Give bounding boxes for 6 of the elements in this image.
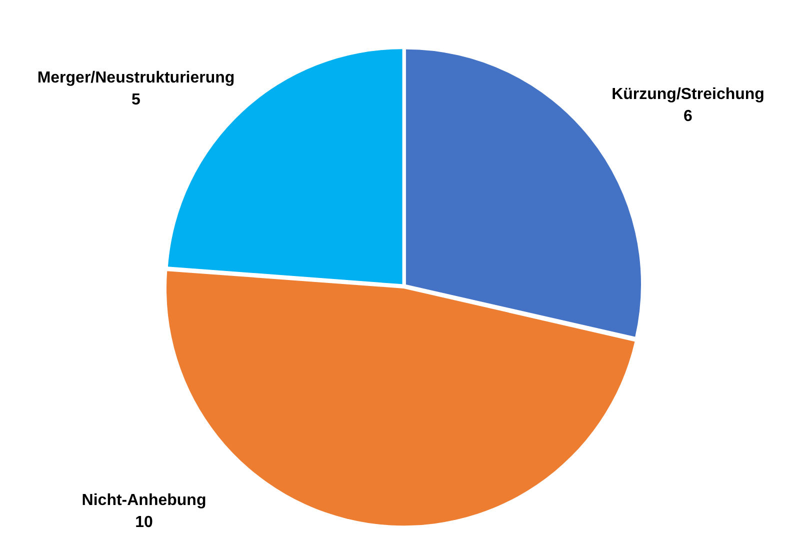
data-label: 5: [132, 91, 141, 108]
data-label: 10: [135, 514, 153, 531]
slice-label: Merger/Neustrukturierung: [37, 69, 235, 86]
slice-label: Nicht-Anhebung: [82, 492, 206, 509]
slice-label: Kürzung/Streichung: [612, 86, 764, 104]
data-label: 6: [684, 108, 693, 126]
